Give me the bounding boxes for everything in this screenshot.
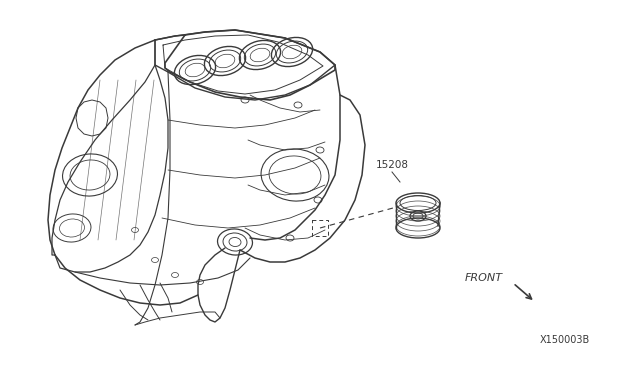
- Text: FRONT: FRONT: [465, 273, 503, 283]
- Text: 15208: 15208: [376, 160, 408, 170]
- Text: X150003B: X150003B: [540, 335, 590, 345]
- FancyArrowPatch shape: [515, 285, 531, 299]
